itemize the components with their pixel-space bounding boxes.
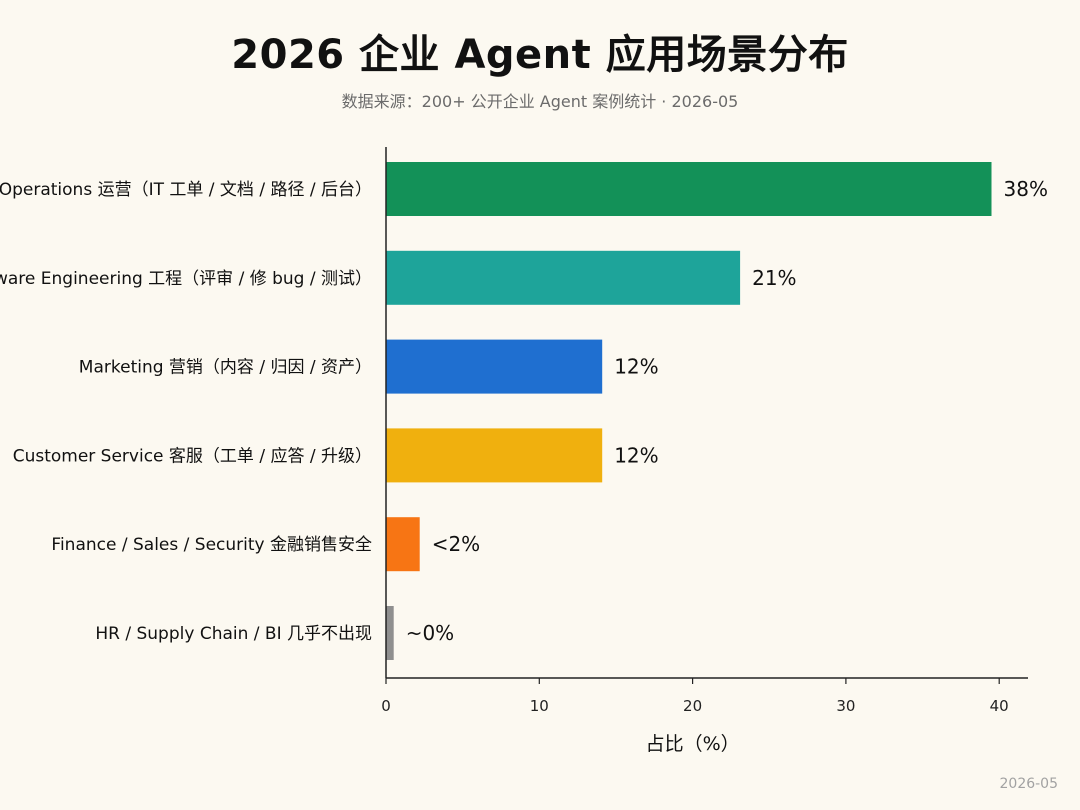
value-label-4: <2% — [432, 532, 481, 556]
bars-layer — [386, 162, 992, 660]
bar-1 — [386, 250, 741, 305]
category-label-3: Customer Service 客服（工单 / 应答 / 升级） — [13, 446, 372, 466]
value-label-3: 12% — [614, 443, 658, 467]
category-label-5: HR / Supply Chain / BI 几乎不出现 — [95, 624, 372, 644]
value-label-5: ~0% — [406, 621, 455, 645]
category-label-1: Software Engineering 工程（评审 / 修 bug / 测试） — [0, 269, 372, 289]
x-tick-label-2: 20 — [683, 697, 702, 715]
category-label-4: Finance / Sales / Security 金融销售安全 — [51, 535, 372, 555]
bar-5 — [386, 606, 394, 660]
chart-title: 2026 企业 Agent 应用场景分布 — [231, 32, 849, 78]
category-label-0: Operations 运营（IT 工单 / 文档 / 路径 / 后台） — [0, 180, 372, 200]
value-label-0: 38% — [1004, 177, 1048, 201]
category-labels-layer: Operations 运营（IT 工单 / 文档 / 路径 / 后台） Softw… — [0, 180, 372, 644]
value-label-2: 12% — [614, 355, 658, 379]
x-tick-label-4: 40 — [990, 697, 1009, 715]
x-tick-label-1: 10 — [530, 697, 549, 715]
value-labels-layer: 38% 21% 12% 12% <2% ~0% — [406, 177, 1048, 645]
x-axis-title: 占比（%） — [646, 733, 740, 755]
bar-0 — [386, 162, 992, 216]
bar-4 — [386, 517, 420, 572]
chart-subtitle: 数据来源：200+ 公开企业 Agent 案例统计 · 2026-05 — [341, 92, 739, 111]
x-tick-label-0: 0 — [381, 697, 391, 715]
value-label-1: 21% — [752, 266, 796, 290]
x-tick-label-3: 30 — [836, 697, 855, 715]
bar-2 — [386, 339, 603, 394]
x-ticks-layer: 0 10 20 30 40 — [381, 678, 1009, 715]
category-label-2: Marketing 营销（内容 / 归因 / 资产） — [79, 358, 372, 378]
bar-3 — [386, 428, 603, 483]
footer-date-stamp: 2026-05 — [999, 776, 1059, 792]
